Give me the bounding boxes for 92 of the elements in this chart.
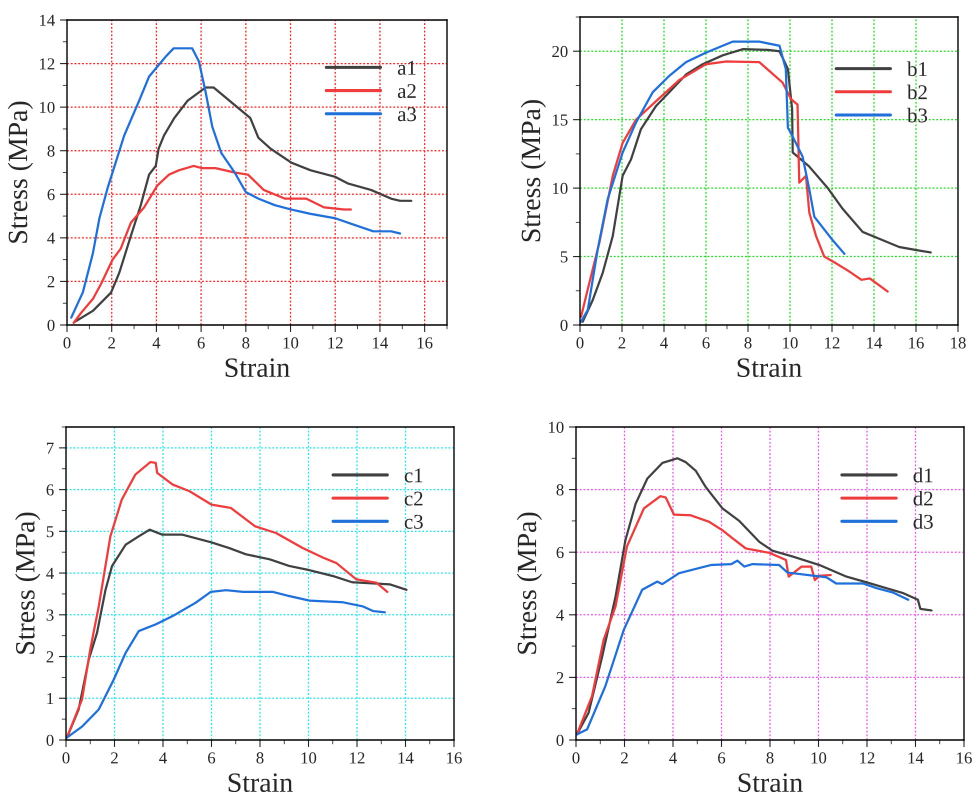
x-tick-label: 6	[702, 337, 710, 349]
legend-label: d3	[914, 514, 933, 529]
x-tick-label: 14	[867, 337, 882, 348]
x-tick-label: 2	[111, 752, 118, 764]
x-tick-label: 4	[152, 337, 160, 348]
line-series	[576, 495, 832, 736]
x-tick-label: 14	[373, 337, 388, 348]
x-tick-label: 8	[766, 752, 774, 764]
x-tick-label: 6	[208, 752, 216, 764]
y-tick-label: 8	[556, 484, 564, 496]
y-tick-label: 4	[46, 568, 54, 579]
x-tick-label: 16	[418, 337, 432, 349]
y-tick-label: 10	[548, 422, 564, 433]
x-axis-title: Strain	[738, 773, 803, 792]
x-tick-label: 8	[256, 752, 264, 764]
x-axis-title: Strain	[228, 773, 293, 792]
line-series	[580, 60, 889, 318]
y-tick-label: 20	[552, 46, 568, 58]
x-tick-label: 16	[447, 752, 462, 764]
y-tick-label: 15	[552, 114, 568, 126]
line-series	[66, 460, 388, 739]
line-series	[576, 560, 910, 736]
x-tick-label: 6	[198, 337, 205, 349]
legend-label: d1	[914, 468, 932, 482]
legend-label: a1	[398, 60, 416, 75]
x-axis-title: Strain	[226, 358, 290, 378]
line-series	[72, 164, 352, 324]
x-tick-label: 2	[621, 752, 628, 764]
x-tick-label: 14	[398, 752, 414, 764]
y-tick-label: 6	[46, 484, 54, 496]
y-tick-label: 4	[556, 610, 564, 621]
y-tick-label: 0	[47, 320, 55, 331]
y-tick-label: 1	[47, 693, 54, 704]
y-tick-label: 8	[47, 145, 55, 157]
legend-label: d2	[914, 490, 932, 506]
x-tick-label: 4	[669, 752, 677, 764]
x-tick-label: 2	[618, 337, 626, 348]
legend-label: b1	[907, 61, 927, 76]
y-tick-label: 6	[48, 189, 55, 200]
x-tick-label: 10	[302, 752, 316, 764]
x-tick-label: 0	[62, 752, 70, 764]
y-tick-label: 5	[560, 251, 568, 262]
x-tick-label: 0	[576, 337, 584, 349]
x-tick-label: 4	[159, 752, 167, 764]
y-tick-label: 7	[46, 442, 54, 454]
x-tick-label: 18	[951, 337, 966, 349]
y-axis-title: Stress (MPa)	[15, 512, 40, 654]
line-series	[580, 40, 846, 323]
y-tick-label: 4	[47, 232, 55, 244]
x-tick-label: 6	[718, 752, 726, 764]
line-series	[66, 589, 386, 739]
x-tick-label: 12	[825, 337, 840, 348]
legend-label: c2	[404, 492, 422, 506]
x-tick-label: 10	[783, 337, 798, 349]
legend-label: c3	[404, 514, 423, 529]
legend-label: a3	[398, 107, 416, 122]
y-tick-label: 2	[556, 672, 564, 684]
y-axis-title: Stress (MPa)	[8, 102, 33, 243]
x-tick-label: 8	[744, 337, 752, 349]
x-tick-label: 4	[660, 337, 668, 348]
y-tick-label: 3	[46, 610, 54, 621]
y-tick-label: 2	[46, 651, 54, 662]
x-tick-label: 12	[350, 752, 364, 764]
y-tick-label: 0	[556, 734, 564, 746]
y-tick-label: 10	[40, 102, 55, 114]
y-tick-label: 14	[40, 14, 55, 26]
line-series	[582, 48, 932, 323]
legend-label: a2	[398, 84, 416, 98]
legend-label: b3	[907, 108, 928, 122]
x-tick-label: 16	[957, 752, 972, 764]
y-axis-title: Stress (MPa)	[516, 512, 542, 654]
x-tick-label: 16	[909, 337, 924, 349]
y-axis-title: Stress (MPa)	[520, 100, 546, 242]
x-axis-title: Strain	[738, 358, 802, 378]
y-tick-label: 0	[560, 320, 568, 331]
x-tick-label: 12	[860, 752, 874, 764]
x-tick-label: 12	[328, 337, 343, 348]
legend-label: c1	[404, 468, 422, 482]
legend-label: b2	[907, 84, 927, 100]
x-tick-label: 0	[63, 337, 71, 349]
y-tick-label: 0	[46, 734, 54, 746]
y-tick-label: 10	[552, 182, 568, 194]
x-tick-label: 0	[572, 752, 580, 764]
x-tick-label: 8	[242, 337, 250, 349]
x-tick-label: 14	[908, 752, 924, 764]
x-tick-label: 10	[284, 337, 298, 349]
y-tick-label: 5	[46, 526, 54, 538]
y-tick-label: 12	[40, 58, 54, 70]
x-tick-label: 10	[812, 752, 826, 764]
y-tick-label: 2	[48, 276, 54, 288]
x-tick-label: 2	[108, 337, 115, 348]
y-tick-label: 6	[556, 546, 564, 558]
